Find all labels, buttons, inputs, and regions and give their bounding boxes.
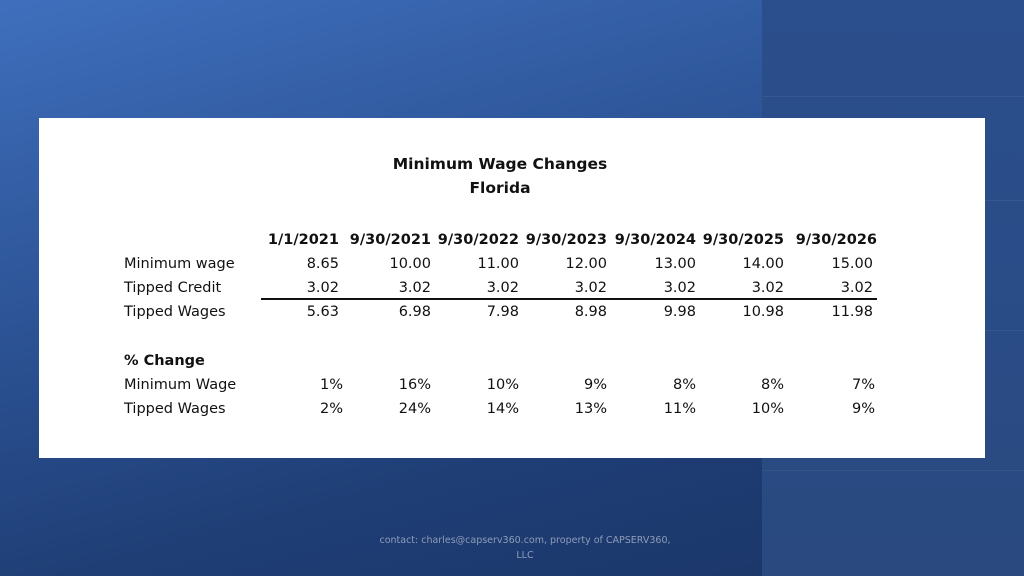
table-cell: 3.02 [574, 280, 607, 296]
title-line-1: Minimum Wage Changes [392, 155, 608, 173]
footer-line-2: LLC [516, 550, 534, 561]
table-cell: 12.00 [565, 256, 607, 272]
table-cell: 3.02 [751, 280, 784, 296]
table-cell: 3.02 [663, 280, 696, 296]
table-cell: 10% [751, 401, 784, 417]
table-cell: 8% [672, 377, 696, 393]
column-header: 9/30/2022 [437, 232, 519, 248]
table-cell: 10.98 [742, 304, 784, 320]
table-cell: 14% [486, 401, 519, 417]
row-label-tipped-wages: Tipped Wages [124, 304, 226, 320]
column-header: 9/30/2026 [795, 232, 877, 248]
table-cell: 13.00 [654, 256, 696, 272]
table-cell: 24% [398, 401, 431, 417]
column-header: 9/30/2021 [349, 232, 431, 248]
slide-title: Minimum Wage Changes Florida [39, 152, 961, 200]
table-cell: 2% [319, 401, 343, 417]
table-cell: 3.02 [486, 280, 519, 296]
row-label-pct-minimum-wage: Minimum Wage [124, 377, 237, 393]
column-header: 9/30/2025 [702, 232, 784, 248]
table-cell: 3.02 [398, 280, 431, 296]
row-label-pct-tipped-wages: Tipped Wages [124, 401, 226, 417]
row-label-minimum-wage: Minimum wage [124, 256, 235, 272]
table-cell: 9.98 [663, 304, 696, 320]
table-cell: 10.00 [389, 256, 431, 272]
table-cell: 3.02 [840, 280, 873, 296]
table-cell: 9% [851, 401, 875, 417]
table-cell: 16% [398, 377, 431, 393]
table-cell: 11.00 [477, 256, 519, 272]
table-cell: 6.98 [398, 304, 431, 320]
table-cell: 8% [760, 377, 784, 393]
table-cell: 7% [851, 377, 875, 393]
table-cell: 8.98 [574, 304, 607, 320]
table-cell: 15.00 [831, 256, 873, 272]
table-cell: 3.02 [306, 280, 339, 296]
table-rule [261, 298, 877, 300]
slide-table-panel: Minimum Wage Changes Florida 1/1/2021 9/… [39, 118, 985, 458]
column-header: 9/30/2024 [614, 232, 696, 248]
section-heading-pct-change: % Change [124, 353, 205, 369]
table-cell: 8.65 [306, 256, 339, 272]
table-cell: 7.98 [486, 304, 519, 320]
table-cell: 11.98 [831, 304, 873, 320]
column-header: 9/30/2023 [525, 232, 607, 248]
table-cell: 1% [319, 377, 343, 393]
column-header: 1/1/2021 [267, 232, 339, 248]
table-cell: 10% [486, 377, 519, 393]
table-cell: 5.63 [306, 304, 339, 320]
title-line-2: Florida [469, 179, 531, 197]
band-stripe [762, 470, 1024, 471]
row-label-tipped-credit: Tipped Credit [124, 280, 222, 296]
table-cell: 11% [663, 401, 696, 417]
footer-line-1: contact: charles@capserv360.com, propert… [379, 535, 671, 546]
table-cell: 13% [574, 401, 607, 417]
table-cell: 9% [583, 377, 607, 393]
band-stripe [762, 96, 1024, 97]
table-cell: 14.00 [742, 256, 784, 272]
footer-contact: contact: charles@capserv360.com, propert… [340, 533, 710, 563]
